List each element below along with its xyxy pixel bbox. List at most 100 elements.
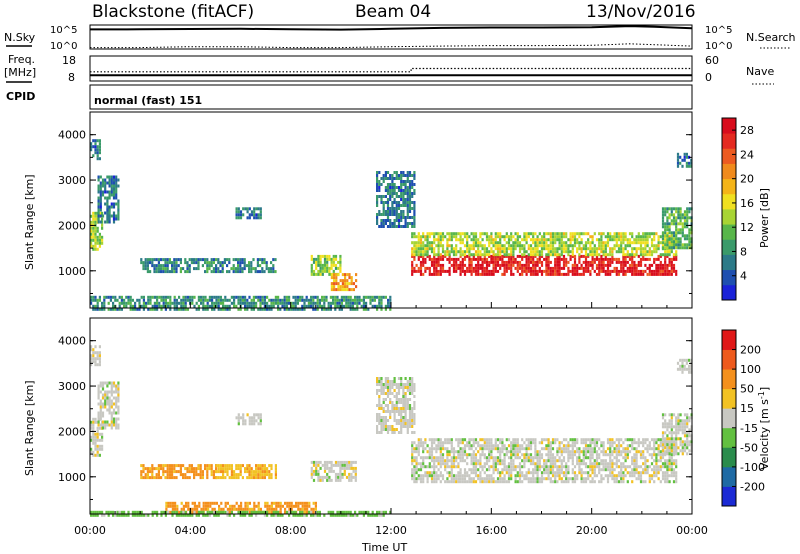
vel-plot-region-2 [90, 345, 101, 367]
power-axis-ytick-label: 1000 [58, 265, 86, 278]
power-plot-region-6 [330, 273, 358, 292]
velocity-heatmap [90, 345, 693, 517]
power-cbar-swatch [722, 254, 736, 271]
x-tick-label: 00:00 [676, 524, 708, 537]
vel-cbar-tick-label: 200 [740, 344, 761, 357]
vel-cbar-tick-label: 100 [740, 363, 761, 376]
x-tick-label: 16:00 [475, 524, 507, 537]
power-colorbar-label: Power [dB] [758, 188, 771, 248]
noise-panel-frame [89, 24, 693, 50]
power-cbar-tick-label: 12 [740, 221, 754, 234]
power-cbar-tick-label: 20 [740, 173, 754, 186]
power-axis: 4000 3000 2000 1000 [58, 129, 693, 308]
freq-tick-high: 18 [62, 54, 76, 67]
power-cbar-swatch [722, 269, 736, 286]
vel-plot-region-1 [97, 381, 120, 430]
power-cbar-tick-label: 8 [740, 245, 747, 258]
power-cbar-swatch [722, 163, 736, 180]
velocity-colorbar: 200 100 50 15 -15 -50 -100 -200 [721, 329, 765, 507]
vel-plot-region-7 [376, 377, 416, 434]
velocity-ylabel: Slant Range [km] [23, 380, 36, 476]
power-plot-region-1 [97, 175, 120, 224]
noise-tick-low-left: 10^0 [50, 41, 77, 52]
noise-line-nsky [89, 25, 693, 31]
power-cbar-swatch [722, 133, 736, 149]
freq-label-line1: Freq. [8, 53, 35, 66]
station-title: Blackstone (fitACF) [92, 2, 254, 22]
vel-cbar-tick-label: -50 [740, 441, 758, 454]
x-tick-label: 20:00 [576, 524, 608, 537]
vel-plot-region-6 [310, 460, 357, 482]
power-axis-ytick-label: 2000 [58, 219, 86, 232]
vel-plot-region-4 [215, 464, 277, 480]
power-cbar-tick-label: 24 [740, 148, 754, 161]
freq-label-line2: [MHz] [4, 66, 36, 79]
vel-cbar-swatch [722, 388, 736, 409]
vel-plot-region-5 [235, 413, 262, 426]
date-title: 13/Nov/2016 [586, 2, 696, 22]
noise-tick-low-right: 10^0 [705, 41, 732, 52]
vel-cbar-swatch [722, 369, 736, 390]
vel-axis-ytick-label: 3000 [58, 380, 86, 393]
power-plot-region-5 [310, 254, 342, 276]
power-plot-region-8 [411, 254, 678, 276]
power-colorbar: 28 24 20 16 12 8 4 [721, 117, 754, 301]
power-cbar-swatch [722, 284, 736, 301]
nsky-label: N.Sky [4, 31, 36, 44]
x-tick-label: 08:00 [275, 524, 307, 537]
noise-lines [89, 25, 693, 49]
freq-tick-low: 8 [68, 71, 75, 84]
power-cbar-swatch [722, 118, 736, 134]
cpid-label: CPID [6, 90, 35, 103]
velocity-colorbar-label: Velocity [m s-1] [757, 387, 771, 470]
nave-tick-low: 0 [705, 71, 712, 84]
x-tick-label: 12:00 [375, 524, 407, 537]
power-axis-ytick-label: 4000 [58, 129, 86, 142]
vel-cbar-tick-label: -15 [740, 422, 758, 435]
cpid-panel-frame [89, 84, 693, 110]
freq-nave-lines [90, 67, 692, 77]
noise-tick-high-left: 10^5 [50, 25, 77, 36]
vel-cbar-tick-label: -200 [740, 480, 765, 493]
vel-axis-ytick-label: 2000 [58, 425, 86, 438]
power-plot-region-11 [676, 152, 693, 168]
power-plot-region-10 [661, 207, 693, 250]
velocity-axis: 4000 3000 2000 1000 [58, 335, 693, 514]
noise-tick-high-right: 10^5 [705, 25, 732, 36]
x-tick-label: 00:00 [74, 524, 106, 537]
power-cbar-swatch [722, 178, 736, 195]
vel-cbar-tick-label: 50 [740, 383, 754, 396]
power-axis-ytick-label: 3000 [58, 174, 86, 187]
power-plot-region-9 [411, 232, 678, 257]
power-cbar-swatch [722, 224, 736, 240]
power-plot-region-4 [235, 207, 262, 220]
x-axis-label: Time UT [361, 541, 407, 554]
vel-plot-region-3 [140, 464, 218, 480]
power-cbar-swatch [722, 209, 736, 225]
vel-cbar-swatch [722, 349, 736, 370]
vel-cbar-swatch [722, 466, 736, 487]
vel-plot-region-8 [411, 438, 678, 484]
power-plot-region-2 [90, 139, 101, 161]
power-cbar-swatch [722, 193, 736, 210]
freq-panel-frame [89, 55, 693, 82]
power-plot-region-7 [376, 171, 416, 228]
x-tick-labels: 00:00 04:00 08:00 12:00 16:00 20:00 00:00 [74, 524, 708, 537]
vel-cbar-swatch [722, 447, 736, 468]
cpid-value: normal (fast) 151 [94, 94, 202, 107]
nave-label: Nave [746, 65, 774, 78]
power-heatmap [90, 139, 693, 311]
vel-plot-region-12 [90, 510, 392, 517]
vel-cbar-swatch [722, 427, 736, 448]
power-ylabel: Slant Range [km] [23, 174, 36, 270]
nave-tick-high: 60 [705, 54, 719, 67]
noise-line-nsearch [90, 43, 693, 49]
power-cbar-tick-label: 4 [740, 270, 747, 283]
nsearch-label: N.Search [746, 31, 796, 44]
power-cbar-swatch [722, 148, 736, 164]
vel-cbar-swatch [722, 486, 736, 507]
power-plot-region-12 [90, 295, 392, 311]
vel-axis-ytick-label: 4000 [58, 335, 86, 348]
x-tick-label: 04:00 [174, 524, 206, 537]
